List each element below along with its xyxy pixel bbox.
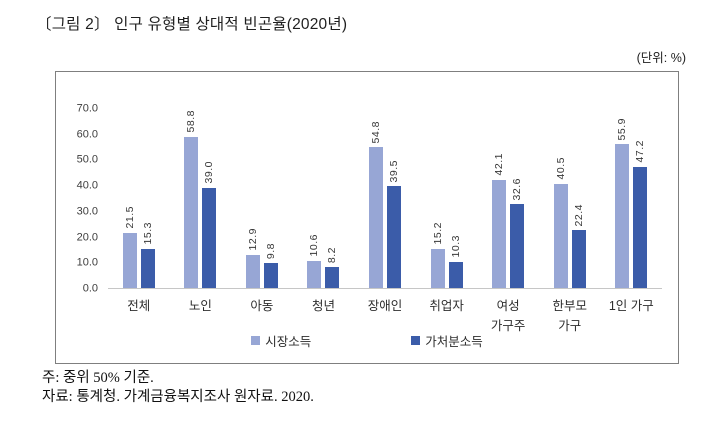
bar-slot: 40.5 <box>553 108 568 288</box>
category-label: 1인 가구 <box>608 299 654 313</box>
value-label: 15.2 <box>431 222 444 245</box>
y-axis: 0.0 10.0 20.0 30.0 40.0 50.0 60.0 70.0 <box>56 103 108 294</box>
value-label: 58.8 <box>185 110 198 133</box>
bar-series-1 <box>307 260 322 288</box>
bar-series-1 <box>369 147 384 288</box>
legend-swatch-icon <box>251 336 261 345</box>
bar-slot: 55.9 <box>615 108 630 288</box>
category-label: 전체 <box>127 299 151 313</box>
category-label: 장애인 <box>367 299 403 313</box>
value-label: 40.5 <box>554 157 567 180</box>
unit-label: (단위: %) <box>636 51 686 65</box>
bar-slot: 54.8 <box>369 108 384 288</box>
y-axis-tick-label: 20.0 <box>76 231 98 244</box>
chart-area: 0.0 10.0 20.0 30.0 40.0 50.0 60.0 70.0 21.5 15.3… <box>55 71 679 364</box>
note-basis: 주: 중위 50% 기준. <box>42 370 154 386</box>
bar-series-2 <box>263 262 278 288</box>
bar-group: 15.2 10.3 취업자 <box>416 108 478 313</box>
legend-label: 가처분소득 <box>425 335 483 349</box>
bar-series-2 <box>571 230 586 288</box>
value-label: 15.3 <box>141 222 154 245</box>
bar-group: 42.1 32.6 여성 가구주 <box>477 108 539 333</box>
category-label: 취업자 <box>429 299 464 313</box>
value-label: 42.1 <box>492 153 505 176</box>
plot-row: 0.0 10.0 20.0 30.0 40.0 50.0 60.0 70.0 21.5 15.3… <box>56 103 678 333</box>
value-label: 54.8 <box>369 120 382 144</box>
bar-slot: 32.6 <box>510 108 525 288</box>
bar-slot: 39.5 <box>387 108 402 288</box>
y-axis-tick-label: 70.0 <box>76 102 98 115</box>
bar-series-1 <box>492 179 507 288</box>
value-label: 12.9 <box>246 228 259 251</box>
y-axis-tick-label: 40.0 <box>76 179 98 192</box>
bar-series-2 <box>140 248 155 288</box>
bar-series-1 <box>615 144 630 288</box>
bar-group: 10.6 8.2 청년 <box>293 108 355 313</box>
y-axis-tick-label: 0.0 <box>82 282 98 295</box>
plot-area: 21.5 15.3 전체 58.8 39.0 노인 12.9 9.8 아동 10.6 8.2 청년 54… <box>108 108 663 333</box>
bar-series-1 <box>122 232 137 288</box>
value-label: 9.8 <box>264 242 277 259</box>
y-axis-tick-label: 10.0 <box>76 256 98 269</box>
legend-item: 시장소득 <box>251 331 311 350</box>
bar-group: 40.5 22.4 한부모 가구 <box>539 108 601 333</box>
bar-series-1 <box>245 254 260 288</box>
bar-slot: 10.3 <box>448 108 463 288</box>
legend-swatch-icon <box>411 336 421 345</box>
bar-slot: 8.2 <box>325 108 340 288</box>
value-label: 47.2 <box>634 140 647 163</box>
category-label: 노인 <box>188 299 212 313</box>
y-axis-tick-label: 60.0 <box>76 128 98 141</box>
bar-slot: 47.2 <box>633 108 648 288</box>
value-label: 21.5 <box>123 206 136 229</box>
value-label: 8.2 <box>326 246 339 263</box>
bar-slot: 42.1 <box>492 108 507 288</box>
figure-title: 〔그림 2〕 인구 유형별 상대적 빈곤율(2020년) <box>36 16 348 33</box>
bar-series-2 <box>448 261 463 288</box>
bar-group: 58.8 39.0 노인 <box>170 108 232 313</box>
bar-group: 21.5 15.3 전체 <box>108 108 170 313</box>
bar-slot: 39.0 <box>202 108 217 288</box>
bar-slot: 21.5 <box>122 108 137 288</box>
bar-slot: 12.9 <box>245 108 260 288</box>
category-label: 아동 <box>250 299 274 313</box>
category-label: 청년 <box>311 299 335 313</box>
value-label: 39.0 <box>203 161 216 184</box>
legend: 시장소득 가처분소득 <box>56 331 678 350</box>
value-label: 55.9 <box>616 117 629 141</box>
y-axis-tick-label: 50.0 <box>76 153 98 166</box>
bar-series-2 <box>633 166 648 288</box>
bar-series-2 <box>202 187 217 288</box>
value-label: 10.6 <box>308 234 321 257</box>
bar-series-1 <box>184 136 199 288</box>
bar-slot: 22.4 <box>571 108 586 288</box>
bar-series-2 <box>325 266 340 288</box>
y-axis-tick-label: 30.0 <box>76 205 98 218</box>
bar-series-1 <box>553 183 568 288</box>
category-label: 여성 가구주 <box>490 299 526 333</box>
bar-slot: 10.6 <box>307 108 322 288</box>
value-label: 32.6 <box>510 177 523 201</box>
bar-series-2 <box>510 204 525 288</box>
bar-slot: 15.2 <box>430 108 445 288</box>
value-label: 10.3 <box>449 235 462 258</box>
bar-series-2 <box>387 186 402 288</box>
category-label: 한부모 가구 <box>552 299 587 333</box>
bar-slot: 15.3 <box>140 108 155 288</box>
bar-group: 55.9 47.2 1인 가구 <box>601 108 663 313</box>
value-label: 39.5 <box>387 160 400 183</box>
footnotes: 주: 중위 50% 기준. 자료: 통계청. 가계금융복지조사 원자료. 202… <box>42 369 314 408</box>
legend-item: 가처분소득 <box>411 331 483 350</box>
bar-group: 12.9 9.8 아동 <box>231 108 293 313</box>
bar-series-1 <box>430 248 445 288</box>
note-source: 자료: 통계청. 가계금융복지조사 원자료. 2020. <box>42 389 314 406</box>
legend-label: 시장소득 <box>265 335 312 349</box>
value-label: 22.4 <box>572 203 585 227</box>
bar-slot: 9.8 <box>263 108 278 288</box>
bar-slot: 58.8 <box>184 108 199 288</box>
bar-group: 54.8 39.5 장애인 <box>354 108 416 313</box>
